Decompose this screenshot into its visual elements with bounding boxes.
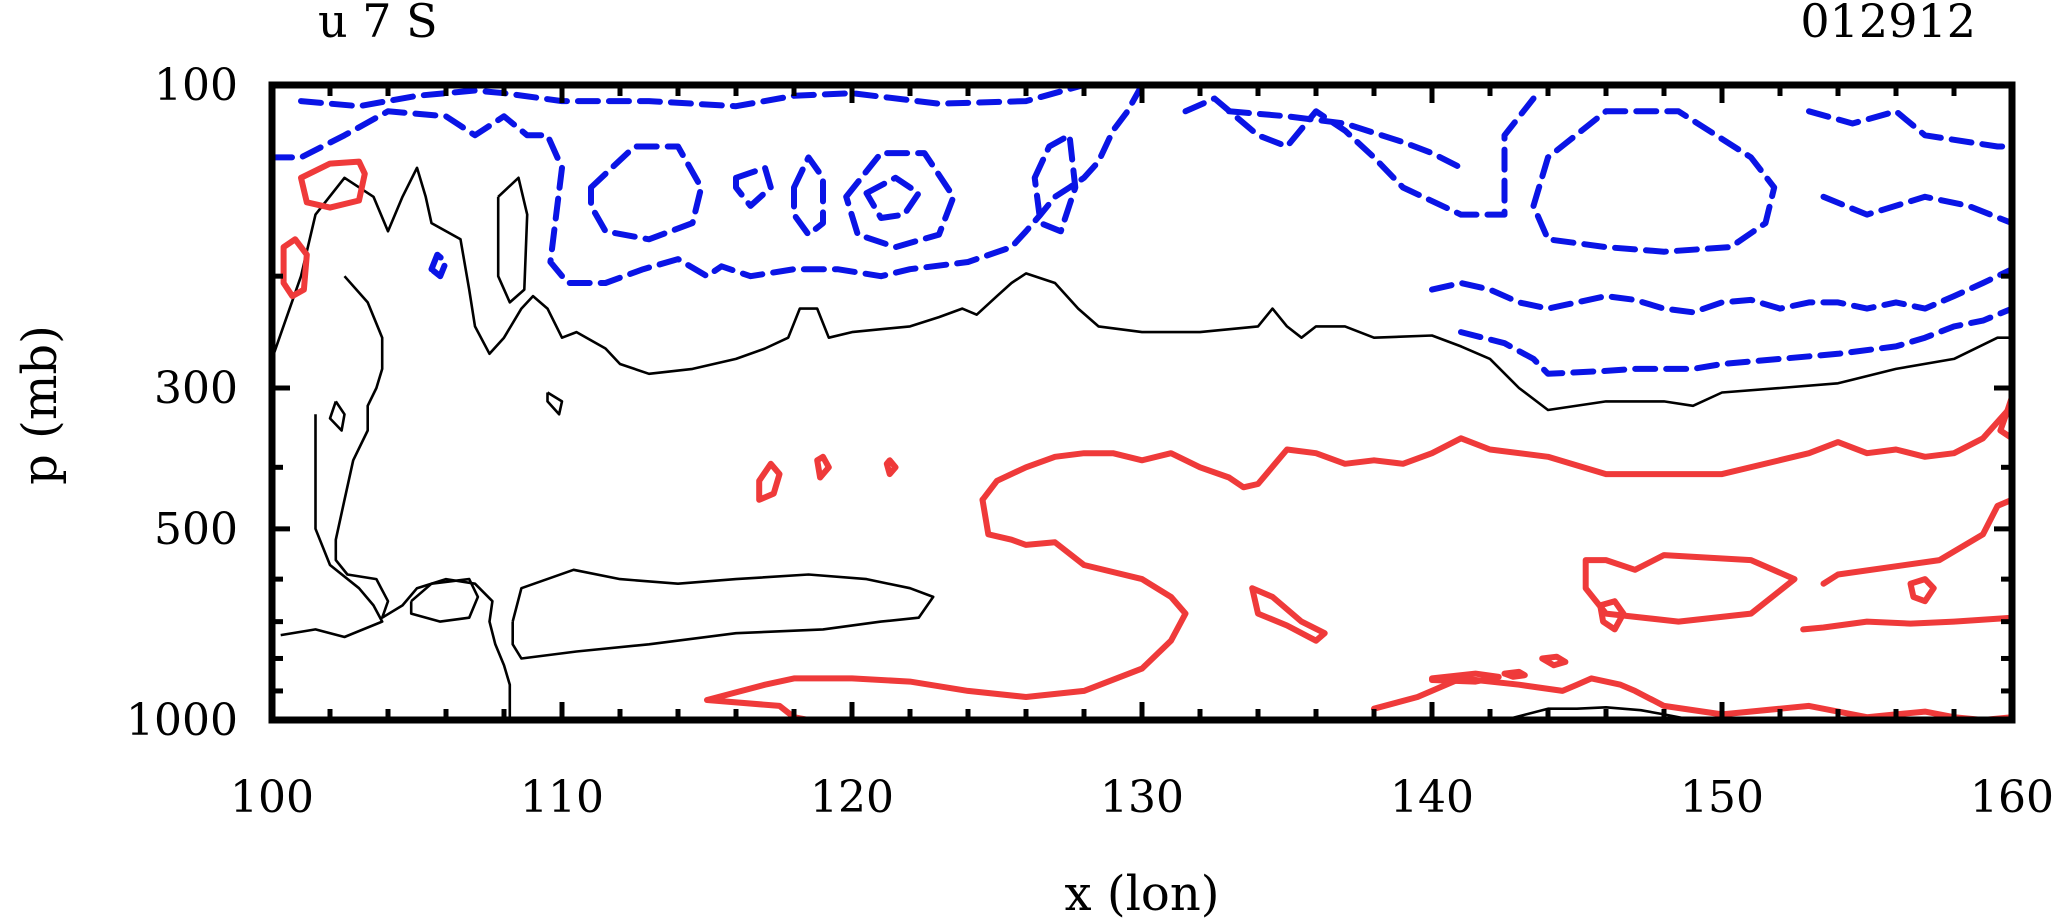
x-tick-label-130: 130: [1100, 772, 1184, 823]
pos-contour-13: [1371, 675, 1464, 712]
neg-contour-3: [428, 251, 449, 280]
x-tick-label-110: 110: [520, 772, 604, 823]
y-tick-label-500: 500: [154, 504, 238, 555]
zero-contour-3: [334, 275, 512, 720]
pos-contour-5: [756, 460, 783, 503]
x-tick-label-120: 120: [810, 772, 894, 823]
x-tick-label-160: 160: [1970, 772, 2054, 823]
contour-layer: [272, 85, 2012, 720]
neg-contour-1: [272, 85, 1145, 286]
neg-contour-16: [1820, 193, 2012, 227]
zero-contour-5: [409, 577, 480, 623]
pos-contour-14: [1429, 670, 1502, 685]
pos-contour-8: [1249, 585, 1328, 644]
neg-contour-9: [1031, 132, 1079, 235]
y-tick-label-100: 100: [154, 60, 238, 111]
pos-contour-6: [814, 453, 832, 481]
title-left: u 7 S: [318, 0, 438, 48]
neg-contour-11: [1226, 108, 1464, 171]
neg-contour-13: [1458, 305, 2012, 377]
y-tick-label-1000: 1000: [126, 695, 238, 746]
neg-contour-15: [1806, 108, 2012, 150]
pos-contour-3: [979, 402, 2012, 503]
tick-labels: 100 110 120 130 140 150 160 100 300 500 1000: [126, 60, 2054, 823]
neg-contour-4: [588, 143, 705, 243]
x-axis-label: x (lon): [1065, 866, 1220, 922]
x-tick-label-100: 100: [230, 772, 314, 823]
zero-contour-6: [496, 176, 529, 304]
pos-contour-17: [1597, 598, 1627, 633]
zero-contour-4: [511, 568, 935, 660]
pos-contour-9: [1820, 496, 2012, 587]
pos-contour-2: [280, 236, 310, 300]
pos-contour-4: [704, 496, 1189, 720]
plot-frame: [268, 81, 2016, 724]
pos-contour-15: [1501, 668, 1528, 680]
x-tick-label-150: 150: [1680, 772, 1764, 823]
neg-contour-14: [1530, 108, 1778, 255]
zero-contour-7: [328, 400, 346, 432]
y-axis-label: p (mb): [12, 325, 68, 485]
neg-contour-5: [733, 164, 774, 209]
neg-contour-8: [863, 174, 922, 221]
neg-contour-12: [1429, 266, 2012, 316]
title-right: 012912: [1800, 0, 1976, 48]
neg-contour-7: [843, 150, 957, 251]
pos-contour-7: [883, 457, 899, 478]
neg-contour-6: [791, 154, 826, 238]
neg-contour-10: [1182, 95, 1537, 218]
pos-contour-18: [1907, 576, 1937, 605]
x-tick-label-140: 140: [1390, 772, 1474, 823]
pos-contour-16: [1539, 653, 1569, 669]
pos-contour-1: [298, 158, 368, 211]
zero-contour-8: [546, 391, 564, 416]
pos-contour-11: [1458, 675, 2012, 720]
zero-contour-2: [280, 414, 384, 639]
zero-contour-1: [272, 166, 2012, 412]
pos-contour-12: [1800, 614, 2012, 633]
neg-contour-2: [298, 85, 1087, 110]
y-tick-label-300: 300: [154, 363, 238, 414]
